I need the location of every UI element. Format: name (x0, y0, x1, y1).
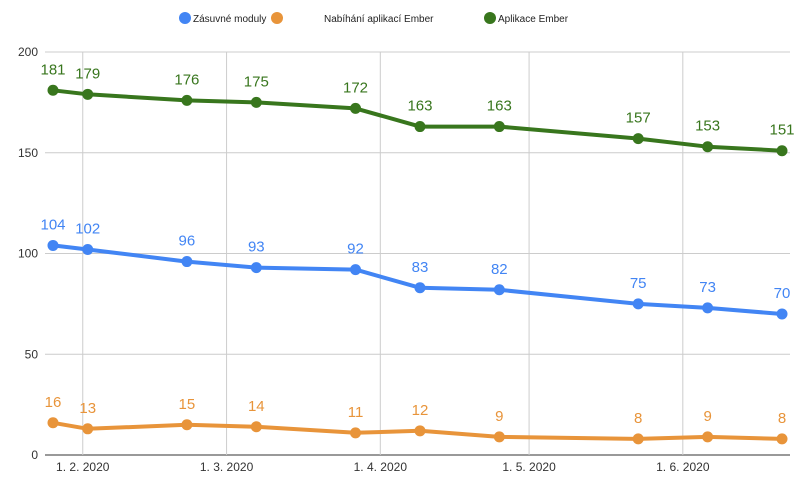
gridlines (45, 51, 790, 456)
data-point (350, 102, 362, 114)
series-1: 104 102 96 93 92 83 82 75 73 70 (40, 216, 791, 320)
data-label: 9 (703, 408, 711, 425)
data-label: 8 (634, 410, 642, 427)
data-point (632, 133, 644, 145)
data-point (250, 421, 262, 433)
data-point (493, 284, 505, 296)
data-point (82, 423, 94, 435)
series-line (51, 243, 784, 316)
x-tick-label: 1. 4. 2020 (354, 460, 408, 474)
data-point (702, 431, 714, 443)
data-label: 181 (40, 61, 65, 78)
data-label: 16 (45, 394, 62, 411)
data-label: 104 (40, 216, 65, 233)
data-label: 93 (248, 239, 265, 256)
x-tick-label: 1. 6. 2020 (656, 460, 710, 474)
y-tick-label: 200 (18, 45, 38, 59)
data-label: 8 (778, 410, 786, 427)
legend-item-1: Zásuvné moduly (179, 12, 266, 25)
x-tick-label: 1. 5. 2020 (502, 460, 556, 474)
data-label: 15 (179, 396, 196, 413)
legend-marker (179, 12, 191, 24)
data-point (493, 121, 505, 133)
legend-label: Zásuvné moduly (193, 14, 266, 25)
data-point (47, 417, 59, 429)
data-point (82, 243, 94, 255)
x-axis-tick-labels: 1. 2. 2020 1. 3. 2020 1. 4. 2020 1. 5. 2020… (56, 460, 710, 474)
series-3: 181 179 176 175 172 163 163 157 153 151 (40, 61, 795, 157)
data-point (776, 308, 788, 320)
data-label: 9 (495, 408, 503, 425)
data-label: 14 (248, 398, 265, 415)
legend-marker (484, 12, 496, 24)
legend-item-3: Aplikace Ember (484, 12, 569, 25)
data-label: 75 (630, 275, 647, 292)
x-tick-label: 1. 3. 2020 (200, 460, 254, 474)
data-point (250, 96, 262, 108)
data-label: 96 (179, 233, 196, 250)
data-label: 83 (412, 259, 429, 276)
data-point (414, 121, 426, 133)
data-point (350, 427, 362, 439)
series-layer: 104 102 96 93 92 83 82 75 73 70 16 13 15 14 11 12 9 8 9 8 18… (40, 61, 795, 445)
data-point (82, 88, 94, 100)
series-line (51, 88, 784, 153)
data-point (776, 145, 788, 157)
data-label: 12 (412, 402, 429, 419)
data-label: 163 (407, 98, 432, 115)
data-point (414, 282, 426, 294)
data-label: 151 (769, 122, 794, 139)
data-point (632, 433, 644, 445)
data-point (47, 84, 59, 96)
y-tick-label: 50 (25, 347, 39, 361)
data-label: 73 (699, 279, 716, 296)
data-point (776, 433, 788, 445)
data-point (250, 262, 262, 274)
y-tick-label: 100 (18, 247, 38, 261)
data-label: 11 (348, 404, 364, 421)
data-point (414, 425, 426, 437)
legend-label: Nabíhání aplikací Ember (324, 14, 434, 25)
y-axis-tick-labels: 0 50 100 150 200 (18, 45, 38, 462)
data-point (181, 94, 193, 106)
data-point (350, 264, 362, 276)
legend-item-2: Nabíhání aplikací Ember (271, 12, 434, 25)
data-label: 176 (174, 71, 199, 88)
data-point (47, 239, 59, 251)
y-tick-label: 150 (18, 146, 38, 160)
data-label: 157 (626, 110, 651, 127)
data-label: 70 (774, 285, 791, 302)
data-point (702, 302, 714, 314)
data-label: 153 (695, 118, 720, 135)
data-label: 102 (75, 220, 100, 237)
data-label: 179 (75, 65, 100, 82)
data-point (181, 256, 193, 268)
y-tick-label: 0 (31, 448, 38, 462)
data-point (702, 141, 714, 153)
data-label: 175 (244, 73, 269, 90)
data-label: 92 (347, 241, 364, 258)
data-label: 82 (491, 261, 508, 278)
data-label: 13 (79, 400, 96, 417)
series-line (51, 420, 784, 441)
data-label: 172 (343, 79, 368, 96)
series-2: 16 13 15 14 11 12 9 8 9 8 (45, 394, 788, 445)
data-point (181, 419, 193, 431)
legend: Zásuvné moduly Nabíhání aplikací Ember Apl… (179, 12, 569, 25)
legend-label: Aplikace Ember (498, 14, 569, 25)
data-point (632, 298, 644, 310)
data-point (493, 431, 505, 443)
legend-marker (271, 12, 283, 24)
x-tick-label: 1. 2. 2020 (56, 460, 110, 474)
data-label: 163 (487, 98, 512, 115)
